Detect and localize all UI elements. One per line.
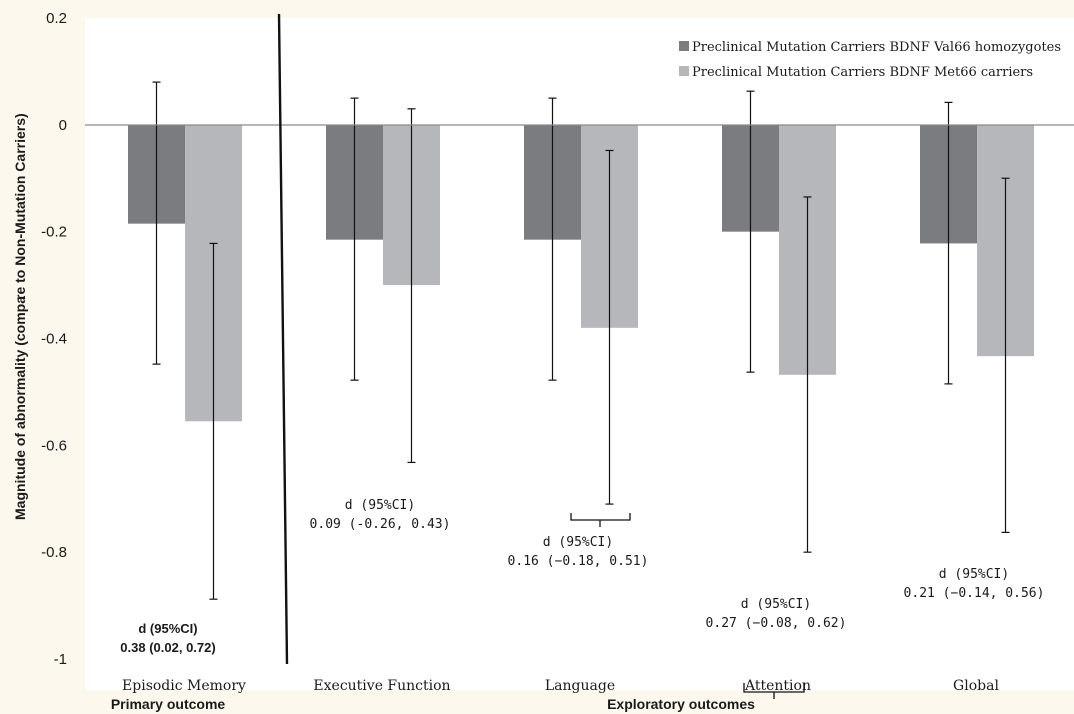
error-bar <box>605 149 614 505</box>
y-axis-label-part2: re to Non-Mutation Carriers) <box>12 113 28 300</box>
y-tick-label: -0.4 <box>41 331 67 348</box>
x-category-label: Episodic Memory <box>122 678 246 694</box>
error-bar <box>803 196 812 553</box>
brackets <box>570 513 805 699</box>
annotations: d (95%CI) 0.38 (0.02, 0.72) d (95%CI) 0.… <box>120 498 1044 655</box>
error-bar <box>407 108 416 464</box>
x-axis-labels: Episodic Memory Executive Function Languag… <box>122 678 999 694</box>
y-axis-label-part1: Magnitude of abnormality (compa <box>12 296 28 520</box>
annotation-episodic-line2: 0.38 (0.02, 0.72) <box>120 640 215 655</box>
legend-swatch-met66 <box>679 66 689 76</box>
error-bar <box>746 90 755 373</box>
y-tick-label: -1 <box>54 651 67 668</box>
annotation-executive-line2: 0.09 (-0.26, 0.43) <box>310 517 451 532</box>
x-category-label: Attention <box>744 678 811 694</box>
x-category-label: Executive Function <box>313 678 450 694</box>
y-tick-label: 0 <box>59 117 67 134</box>
bracket-attention <box>743 683 805 699</box>
y-tick-label: -0.2 <box>41 224 67 241</box>
annotation-attention-line2: 0.27 (−0.08, 0.62) <box>706 616 847 631</box>
annotation-language-line1: d (95%CI) <box>543 535 613 550</box>
primary-exploratory-divider <box>277 13 289 665</box>
group-label-primary: Primary outcome <box>111 696 226 712</box>
x-category-label: Language <box>545 678 615 694</box>
error-bar <box>209 242 218 600</box>
legend-swatch-val66 <box>679 41 689 51</box>
error-bar <box>1001 177 1010 534</box>
annotation-attention-line1: d (95%CI) <box>741 597 811 612</box>
annotation-global-line2: 0.21 (−0.14, 0.56) <box>904 586 1045 601</box>
error-bar <box>152 81 161 365</box>
bracket-language <box>570 513 631 527</box>
error-bar <box>548 97 557 381</box>
x-category-label: Global <box>953 678 999 694</box>
y-tick-label: 0.2 <box>46 10 67 27</box>
group-label-exploratory: Exploratory outcomes <box>607 696 755 712</box>
legend-label-met66: Preclinical Mutation Carriers BDNF Met66… <box>692 65 1033 80</box>
y-axis-ticks: 0.2 0 -0.2 -0.4 -0.6 -0.8 -1 <box>41 10 67 668</box>
legend-label-val66: Preclinical Mutation Carriers BDNF Val66… <box>692 40 1061 55</box>
annotation-episodic-line1: d (95%CI) <box>138 621 197 636</box>
annotation-language-line2: 0.16 (−0.18, 0.51) <box>508 554 649 569</box>
y-tick-label: -0.8 <box>41 544 67 561</box>
error-bar <box>350 97 359 381</box>
error-bar <box>944 101 953 385</box>
annotation-executive-line1: d (95%CI) <box>345 498 415 513</box>
y-tick-label: -0.6 <box>41 437 67 454</box>
legend: Preclinical Mutation Carriers BDNF Val66… <box>679 40 1061 80</box>
error-bars <box>152 81 1010 600</box>
annotation-global-line1: d (95%CI) <box>939 567 1009 582</box>
